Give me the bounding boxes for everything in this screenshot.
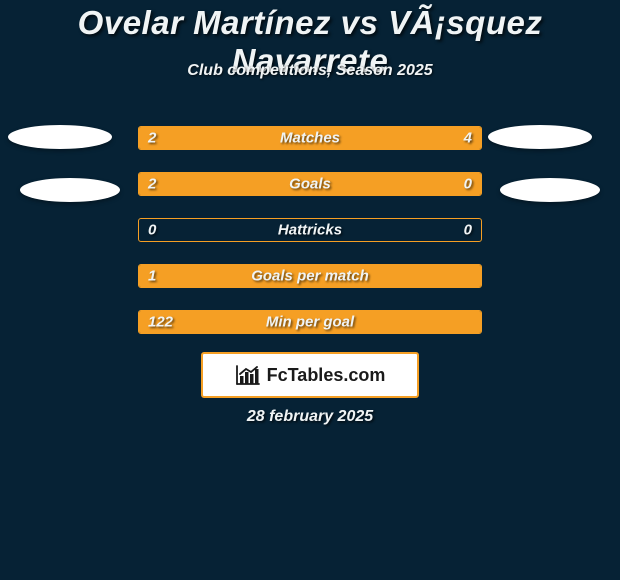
subtitle: Club competitions, Season 2025: [0, 62, 620, 80]
stat-fill-left: [139, 311, 481, 333]
stat-fill-right: [402, 173, 481, 195]
stat-fill-right: [242, 127, 481, 149]
stat-row: Hattricks0 0: [138, 218, 482, 242]
stat-label: Hattricks: [139, 222, 481, 239]
stat-row: Goals20: [138, 172, 482, 196]
stat-fill-left: [139, 265, 481, 287]
stat-value-left: 0: [148, 222, 156, 239]
stat-row: Goals per match1: [138, 264, 482, 288]
stat-bars: Matches24 Goals20 Hattricks0 0 Goals per mat…: [138, 126, 482, 356]
stat-row: Min per goal122: [138, 310, 482, 334]
stat-fill-left: [139, 127, 242, 149]
comparison-card: Ovelar Martínez vs VÃ¡squez Navarrete Cl…: [0, 0, 620, 580]
stat-fill-left: [139, 173, 402, 195]
brand-text: FcTables.com: [267, 365, 386, 386]
brand-box: FcTables.com: [201, 352, 419, 398]
avatar-ellipse: [8, 125, 112, 149]
stat-row: Matches24: [138, 126, 482, 150]
date-label: 28 february 2025: [0, 408, 620, 426]
stat-value-right: 0: [464, 222, 472, 239]
avatar-ellipse: [500, 178, 600, 202]
avatar-ellipse: [488, 125, 592, 149]
avatar-ellipse: [20, 178, 120, 202]
brand-icon: [235, 364, 261, 386]
